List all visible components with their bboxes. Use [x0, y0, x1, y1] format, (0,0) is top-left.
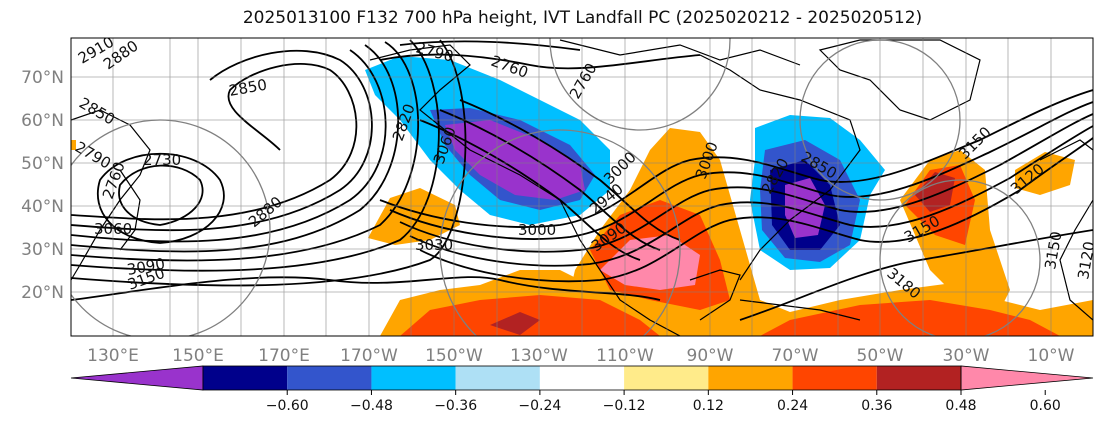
shade-purple-pacific [445, 120, 585, 200]
lat-label: 70°N [21, 68, 64, 88]
shade-red-south [400, 295, 660, 336]
contour-arctic-1 [379, 53, 701, 70]
colorbar-tick-label: 0.24 [777, 398, 808, 414]
lat-label: 50°N [21, 154, 64, 174]
shade-red-atlantic [760, 300, 1060, 336]
colorbar-segment [624, 366, 709, 390]
lon-label: 70°W [772, 346, 819, 366]
colorbar-segment [287, 366, 372, 390]
height-contours [71, 39, 1093, 321]
contour-trough-1 [419, 119, 641, 261]
shade-orange-midpac [368, 188, 460, 245]
contour-label: 2730 [143, 151, 181, 169]
colorbar-frame [202, 365, 962, 391]
contour-trough-3 [459, 99, 681, 241]
colorbar-segment [539, 366, 625, 390]
lat-label: 60°N [21, 111, 64, 131]
contour-2 [71, 49, 373, 232]
contour-low-pac-2 [97, 153, 225, 244]
contour-pac-5 [419, 137, 1093, 283]
coast-asia [71, 109, 151, 281]
colorbar-tick-label: −0.12 [603, 398, 646, 414]
coast-arctic [559, 39, 801, 66]
coast-greenland [818, 39, 981, 121]
map-frame [70, 37, 1094, 337]
range-ring-west-na [439, 129, 681, 336]
range-ring-north [549, 38, 731, 131]
colorbar-tick-label: 0.12 [693, 398, 724, 414]
colorbar-tick-label: −0.24 [518, 398, 561, 414]
latitude-labels: 70°N 60°N 50°N 40°N 30°N 20°N [21, 68, 64, 303]
shade-orange-west-edge [71, 140, 76, 150]
lon-label: 110°W [596, 346, 654, 366]
ivt-negative-shading [365, 56, 885, 270]
contour-trough-2 [439, 109, 661, 251]
contour-label: 3000 [518, 221, 556, 239]
map-title: 2025013100 F132 700 hPa height, IVT Land… [242, 8, 923, 28]
colorbar-segment [876, 366, 961, 390]
contour-pac-4 [409, 125, 1093, 267]
coast-caribbean [739, 299, 861, 321]
lat-label: 40°N [21, 197, 64, 217]
colorbar-tick-label: −0.48 [350, 398, 393, 414]
contour-sub-1 [71, 276, 661, 301]
shade-darkred-pac [490, 312, 540, 335]
colorbar-tick-label: −0.60 [266, 398, 309, 414]
contour-label: 3030 [415, 236, 453, 254]
contour-3 [71, 49, 387, 243]
colorbar-segment [792, 366, 877, 390]
lon-label: 90°W [687, 346, 734, 366]
lon-label: 30°W [943, 346, 990, 366]
contour-pac-1 [379, 89, 1093, 228]
coastlines [71, 39, 1093, 336]
colorbar-segment [455, 366, 540, 390]
colorbar-tick-label: 0.36 [861, 398, 892, 414]
colorbar-segment [371, 366, 456, 390]
colorbar: −0.60 −0.48 −0.36 −0.24 −0.12 0.12 0.24 0.36 0.4… [70, 365, 1094, 414]
contour-label: 3120 [1074, 240, 1098, 281]
contour-1 [71, 63, 358, 221]
lon-label: 130°E [87, 346, 139, 366]
lon-label: 150°E [172, 346, 224, 366]
longitude-labels: 130°E 150°E 170°E 170°W 150°W 130°W 110°… [87, 346, 1075, 366]
colorbar-tick-label: −0.36 [434, 398, 477, 414]
contour-arctic-2 [399, 40, 581, 51]
contour-pac-2 [389, 101, 1093, 240]
lat-label: 20°N [21, 283, 64, 303]
lon-label: 130°W [510, 346, 568, 366]
contour-label: 3060 [94, 220, 132, 238]
contour-6 [71, 39, 440, 272]
lon-label: 170°W [340, 346, 398, 366]
contour-4 [71, 44, 399, 253]
coast-europe [1039, 139, 1093, 321]
lon-label: 150°W [425, 346, 483, 366]
lat-label: 30°N [21, 240, 64, 260]
contour-low-pac [118, 164, 204, 226]
contour-pac-3 [399, 113, 1093, 253]
contour-5 [71, 41, 420, 262]
colorbar-extend-low [70, 365, 204, 391]
contour-7 [71, 39, 467, 287]
coast-na-west [469, 149, 681, 336]
lon-label: 10°W [1028, 346, 1075, 366]
lon-label: 50°W [857, 346, 904, 366]
colorbar-tick-label: 0.48 [945, 398, 976, 414]
colorbar-tick-label: 0.60 [1030, 398, 1061, 414]
colorbar-extend-high [960, 365, 1094, 391]
colorbar-segment [203, 366, 288, 390]
gridlines [71, 38, 1093, 336]
coast-na-east [699, 54, 861, 281]
colorbar-segment [708, 366, 793, 390]
lon-label: 170°E [258, 346, 310, 366]
